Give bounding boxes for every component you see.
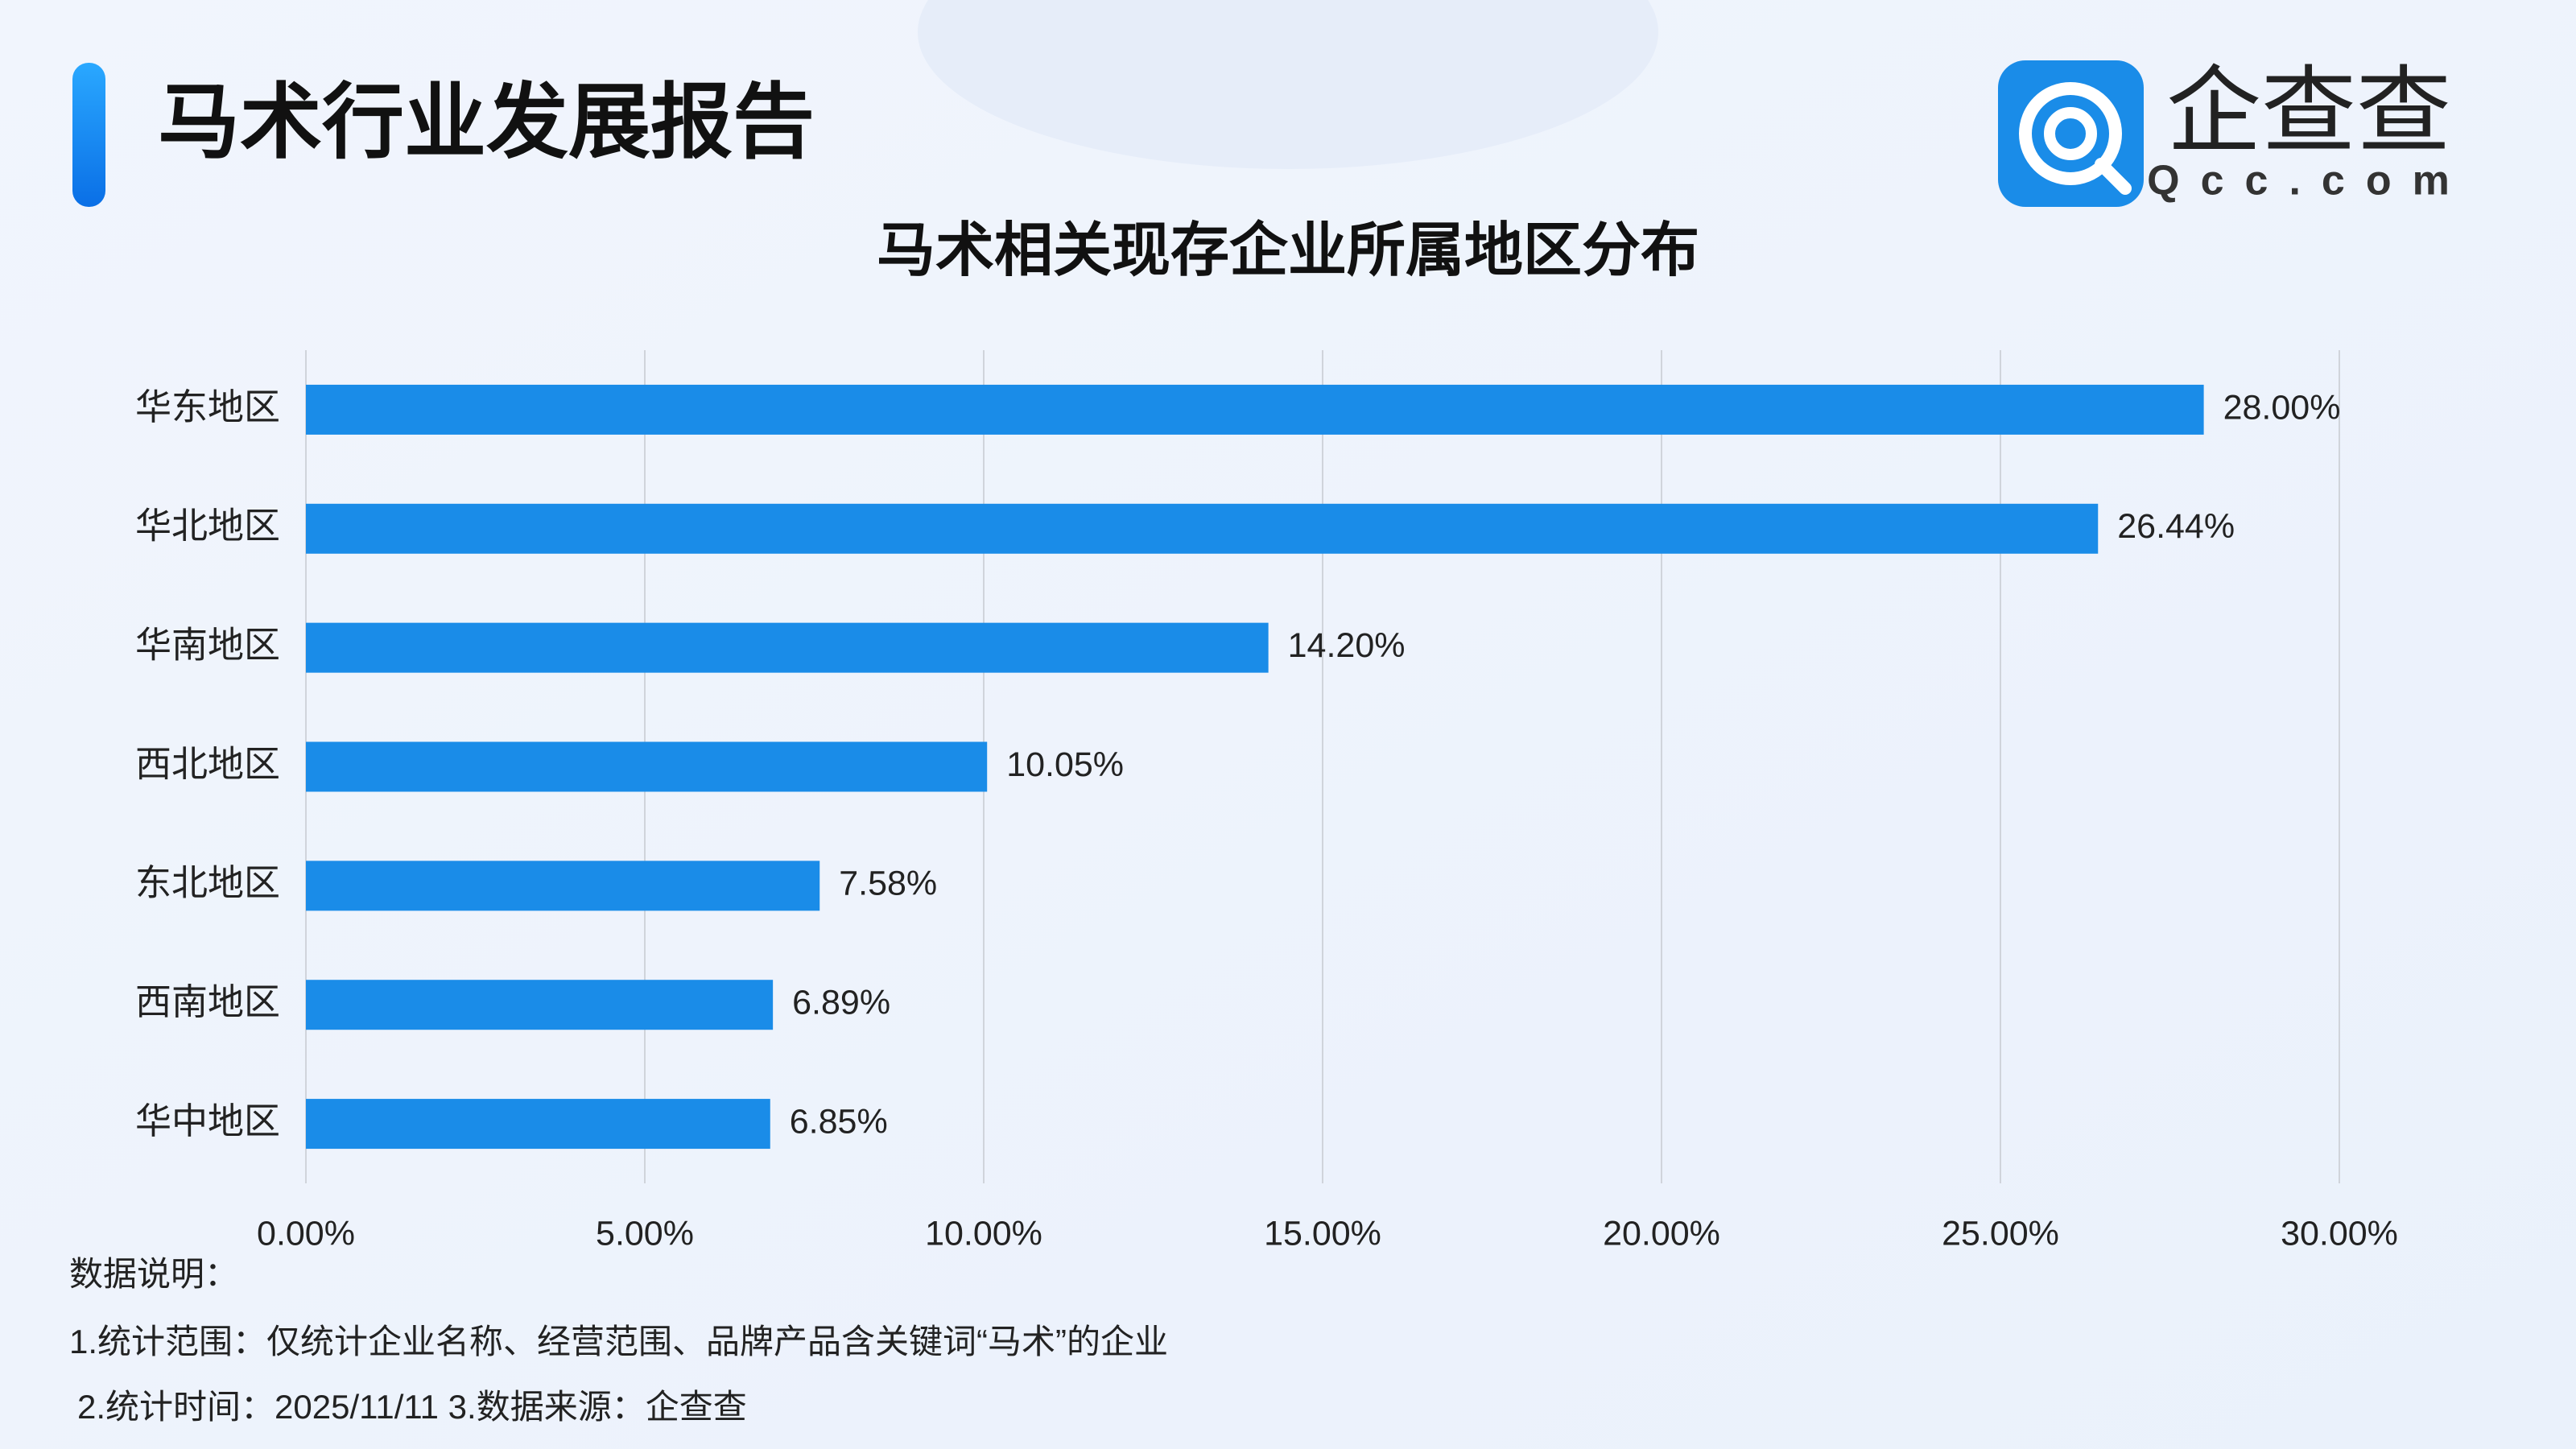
bar <box>306 1099 770 1150</box>
logo-name: 企查查 <box>2166 59 2451 165</box>
title-accent <box>72 63 105 207</box>
report-title: 马术行业发展报告 <box>158 76 815 168</box>
value-label: 6.89% <box>792 984 890 1022</box>
logo-inner <box>2044 107 2097 160</box>
background-glow <box>918 0 1658 169</box>
bar <box>306 980 774 1030</box>
x-tick-label: 25.00% <box>1942 1214 2059 1253</box>
y-tick-label: 东北地区 <box>135 862 280 903</box>
y-tick-label: 西南地区 <box>135 981 280 1022</box>
logo-domain: Qcc.com <box>2147 158 2471 204</box>
y-tick-label: 华北地区 <box>135 506 280 547</box>
y-tick-label: 华中地区 <box>135 1100 280 1141</box>
y-tick-label: 华南地区 <box>135 625 280 666</box>
note-line: 1.统计范围：仅统计企业名称、经营范围、品牌产品含关键词“马术”的企业 <box>69 1323 1168 1360</box>
bar <box>306 861 820 911</box>
y-tick-label: 华东地区 <box>135 386 280 427</box>
x-tick-label: 10.00% <box>925 1214 1042 1253</box>
value-label: 6.85% <box>790 1102 888 1141</box>
value-label: 7.58% <box>839 865 937 903</box>
x-tick-label: 30.00% <box>2281 1214 2398 1253</box>
note-line: 2.统计时间：2025/11/11 3.数据来源：企查查 <box>77 1388 747 1426</box>
value-label: 28.00% <box>2223 388 2341 427</box>
chart-title: 马术相关现存企业所属地区分布 <box>877 217 1699 283</box>
logo-handle <box>2095 158 2132 195</box>
x-tick-label: 0.00% <box>257 1214 355 1253</box>
bar <box>306 741 988 792</box>
y-tick-label: 西北地区 <box>135 743 280 784</box>
value-label: 10.05% <box>1006 745 1124 784</box>
bar <box>306 503 2099 554</box>
x-tick-label: 5.00% <box>596 1214 694 1253</box>
bar <box>306 384 2204 435</box>
value-label: 14.20% <box>1288 626 1406 665</box>
bar <box>306 622 1269 673</box>
value-label: 26.44% <box>2117 507 2235 546</box>
x-tick-label: 15.00% <box>1264 1214 1381 1253</box>
x-tick-label: 20.00% <box>1603 1214 1720 1253</box>
note-line: 数据说明： <box>69 1255 238 1293</box>
logo-ring <box>2019 82 2122 185</box>
